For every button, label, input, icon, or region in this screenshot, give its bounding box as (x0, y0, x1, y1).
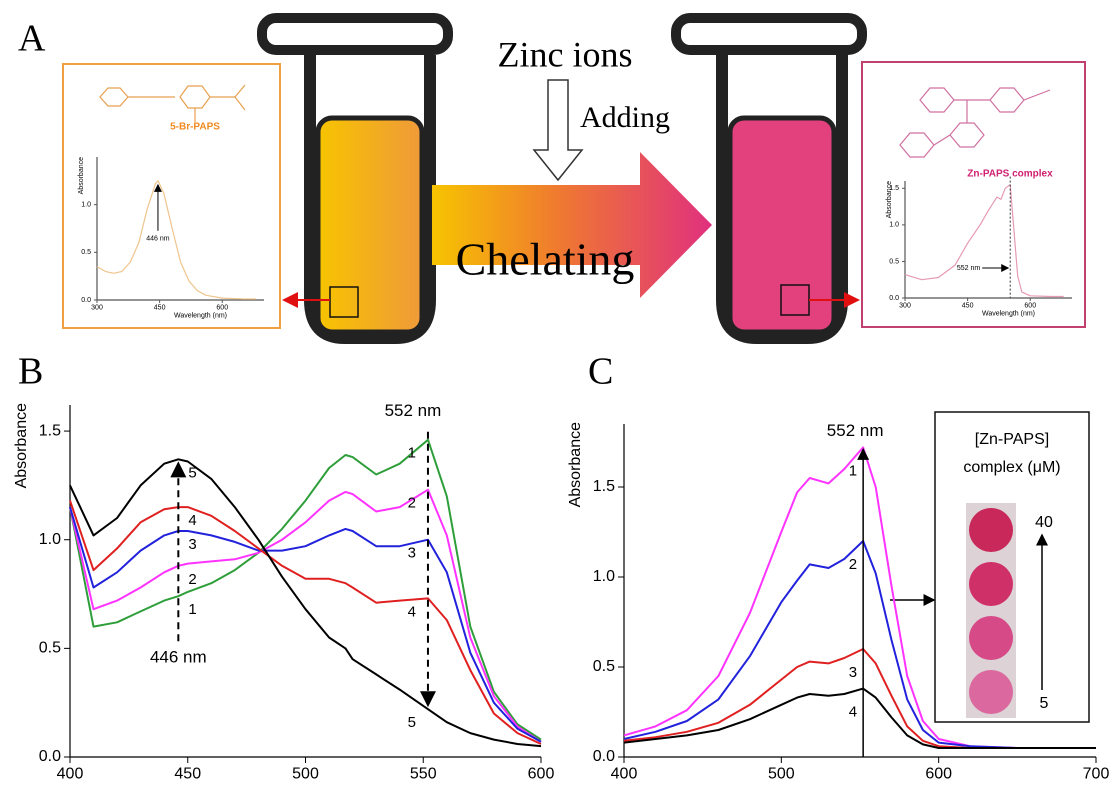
series-label: 1 (408, 445, 416, 462)
panel-label: A (18, 18, 46, 60)
x-tick-label: 600 (528, 765, 555, 782)
series-label: 3 (408, 545, 416, 562)
y-axis-label: Absorbance (78, 157, 85, 194)
series-label: 3 (188, 536, 196, 553)
x-axis-label: Wavelength (nm) (982, 310, 1035, 317)
y-tick-label: 0.5 (81, 249, 91, 256)
x-tick-label: 500 (768, 765, 795, 782)
figure: A B C Zinc ions Adding Chelating (0, 0, 1115, 792)
x-axis-label: Wavelength (nm) (174, 312, 227, 319)
x-tick-label: 600 (216, 305, 228, 312)
series-label: 1 (849, 462, 857, 479)
y-tick-label: 1.5 (593, 478, 615, 495)
series-label: 5 (188, 464, 196, 481)
annotation: 446 nm (146, 236, 170, 243)
series-label: 2 (408, 495, 416, 512)
inset-box (63, 64, 280, 328)
scheme-label: Adding (580, 101, 670, 134)
x-tick-label: 450 (962, 303, 974, 310)
y-axis-label: Absorbance (886, 181, 893, 218)
inset-label: [Zn-PAPS] (975, 431, 1049, 448)
x-tick-label: 700 (1083, 765, 1110, 782)
annotation: 552 nm (957, 265, 981, 272)
series-label: 4 (849, 704, 857, 721)
annotation: 552 nm (385, 401, 442, 420)
annotation: 446 nm (150, 648, 207, 667)
y-tick-label: 0.5 (39, 640, 61, 657)
y-tick-label: 0.0 (593, 748, 615, 765)
x-tick-label: 450 (174, 765, 201, 782)
series-label: 4 (408, 603, 416, 620)
series-label: 2 (849, 556, 857, 573)
x-tick-label: 600 (925, 765, 952, 782)
x-tick-label: 400 (611, 765, 638, 782)
inset-box (862, 62, 1085, 327)
inset-label: 40 (1035, 514, 1053, 531)
series-label: 2 (188, 571, 196, 588)
x-tick-label: 300 (91, 305, 103, 312)
y-tick-label: 1.0 (81, 202, 91, 209)
series-label: 3 (849, 664, 857, 681)
y-tick-label: 1.0 (889, 222, 899, 229)
x-tick-label: 400 (57, 765, 84, 782)
y-tick-label: 1.0 (39, 531, 61, 548)
inset-label: 5 (1040, 695, 1049, 712)
y-tick-label: 0.0 (39, 748, 61, 765)
x-tick-label: 600 (1024, 303, 1036, 310)
inset-label: complex (μM) (963, 459, 1060, 476)
scheme-label: Chelating (456, 234, 635, 285)
panel-label: C (588, 351, 613, 393)
x-tick-label: 450 (154, 305, 166, 312)
x-tick-label: 300 (899, 303, 911, 310)
scheme-label: Zinc ions (498, 34, 633, 74)
y-tick-label: 0.0 (81, 297, 91, 304)
y-tick-label: 0.0 (889, 295, 899, 302)
tube-left (262, 18, 448, 338)
tube-right (676, 18, 862, 338)
y-tick-label: 0.5 (593, 658, 615, 675)
series-line (70, 459, 541, 746)
series-label: 1 (188, 601, 196, 618)
y-tick-label: 1.5 (39, 422, 61, 439)
x-tick-label: 500 (292, 765, 319, 782)
y-tick-label: 0.5 (889, 258, 899, 265)
series-line (70, 490, 541, 742)
series-label: 4 (188, 512, 196, 529)
x-tick-label: 550 (410, 765, 437, 782)
series-label: 5 (408, 714, 416, 731)
annotation: 552 nm (827, 421, 884, 440)
chart-title: 5-Br-PAPS (170, 122, 220, 133)
panel-label: B (18, 351, 43, 393)
y-tick-label: 1.0 (593, 568, 615, 585)
y-axis-label: Absorbance (567, 422, 584, 507)
adding-arrow (534, 80, 582, 180)
y-axis-label: Absorbance (13, 403, 30, 488)
